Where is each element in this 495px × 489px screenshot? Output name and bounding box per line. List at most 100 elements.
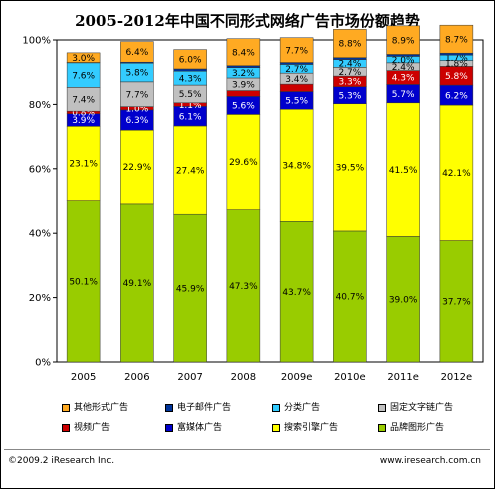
bar-segment — [439, 104, 474, 241]
bar-segment — [173, 68, 207, 72]
data-label: 5.5% — [285, 97, 308, 107]
data-label: 5.6% — [232, 102, 255, 112]
data-label: 43.7% — [282, 288, 311, 298]
x-tick-label: 2009e — [281, 372, 313, 383]
bar-segment — [120, 81, 154, 107]
data-label: 1.1% — [179, 101, 202, 111]
bar-segment — [66, 52, 101, 63]
legend-swatch — [378, 403, 386, 412]
legend-swatch — [165, 423, 173, 432]
data-label: 7.7% — [285, 46, 308, 56]
x-tick-label: 2011e — [387, 372, 419, 383]
legend-swatch — [378, 423, 386, 432]
data-label: 5.8% — [445, 72, 468, 82]
bar-segment — [439, 24, 474, 54]
data-label: 5.7% — [392, 90, 415, 100]
legend-item: 视频广告 — [62, 420, 110, 433]
data-label: 7.4% — [72, 95, 95, 105]
y-tick-label: 20% — [29, 293, 51, 304]
bar-segment — [226, 90, 261, 97]
bar-segment — [66, 200, 101, 363]
data-label: 8.4% — [232, 48, 255, 58]
bar-segment — [386, 54, 420, 57]
data-label: 34.8% — [282, 161, 311, 171]
legend-swatch — [272, 423, 280, 432]
y-tick-label: 40% — [29, 229, 51, 240]
bar-segment — [279, 37, 314, 63]
legend-label: 固定文字链广告 — [390, 403, 454, 413]
data-label: 8.9% — [392, 36, 415, 46]
data-label: 4.3% — [179, 74, 202, 84]
bar-segment — [386, 25, 420, 55]
legend-swatch — [165, 403, 173, 412]
data-label: 40.7% — [336, 293, 365, 303]
data-label: 3.3% — [338, 78, 361, 88]
stacked-bar-chart: 0%20%40%60%80%100%50.1%23.1%3.9%0.8%7.4%… — [22, 24, 484, 383]
legend-item: 富媒体广告 — [165, 420, 222, 433]
data-label: 42.1% — [442, 169, 471, 179]
bar-segment — [333, 29, 367, 58]
legend-swatch — [272, 403, 280, 412]
data-label: 2.4% — [338, 60, 361, 70]
data-label: 6.2% — [445, 91, 468, 101]
legend-label: 电子邮件广告 — [177, 403, 232, 413]
bar-segment — [226, 65, 261, 68]
copyright-text: ©2009.2 iResearch Inc. — [8, 456, 115, 466]
bar-segment — [439, 52, 474, 56]
data-label: 6.0% — [179, 56, 202, 66]
data-label: 3.9% — [232, 80, 255, 90]
legend-item: 其他形式广告 — [62, 400, 128, 413]
x-tick-label: 2005 — [71, 372, 96, 383]
data-label: 8.8% — [338, 40, 361, 50]
bar-segment — [333, 103, 367, 232]
data-label: 22.9% — [123, 163, 152, 173]
bar-segment — [439, 240, 474, 363]
data-label: 50.1% — [69, 278, 98, 288]
bar-segment — [226, 38, 261, 67]
data-label: 47.3% — [229, 282, 258, 292]
data-label: 8.7% — [445, 35, 468, 45]
x-tick-label: 2007 — [177, 372, 202, 383]
y-tick-label: 80% — [29, 100, 51, 111]
data-label: 1.7% — [445, 54, 468, 64]
legend-item: 搜索引擎广告 — [272, 420, 338, 433]
data-label: 29.6% — [229, 158, 258, 168]
data-label: 2.7% — [285, 65, 308, 75]
data-label: 6.4% — [125, 48, 148, 58]
x-tick-label: 2010e — [334, 372, 366, 383]
data-label: 6.1% — [179, 112, 202, 122]
footer-divider — [4, 449, 490, 450]
legend-swatch — [62, 423, 70, 432]
legend-label: 分类广告 — [284, 403, 321, 413]
data-label: 3.0% — [72, 54, 95, 64]
data-label: 0.8% — [72, 109, 95, 119]
data-label: 41.5% — [389, 166, 418, 176]
bar-segment — [279, 108, 314, 222]
bar-segment — [333, 230, 367, 363]
legend-item: 固定文字链广告 — [378, 400, 453, 413]
legend-item: 分类广告 — [272, 400, 320, 413]
y-tick-label: 60% — [29, 164, 51, 175]
bar-segment — [226, 209, 261, 363]
data-label: 7.6% — [72, 71, 95, 81]
bar-segment — [386, 102, 420, 237]
data-label: 6.3% — [125, 116, 148, 126]
data-label: 7.7% — [125, 90, 148, 100]
data-label: 2.4% — [392, 63, 415, 73]
data-label: 27.4% — [176, 166, 205, 176]
x-tick-label: 2008 — [231, 372, 256, 383]
data-label: 3.9% — [72, 116, 95, 126]
bar-segment — [333, 57, 367, 60]
data-label: 4.3% — [392, 74, 415, 84]
data-label: 5.3% — [338, 91, 361, 101]
data-label: 5.5% — [179, 90, 202, 100]
x-tick-label: 2006 — [124, 372, 149, 383]
legend-label: 品牌图形广告 — [390, 423, 445, 433]
y-tick-label: 100% — [22, 36, 51, 47]
legend-item: 品牌图形广告 — [378, 420, 444, 433]
y-tick-label: 0% — [35, 358, 51, 369]
data-label: 49.1% — [123, 279, 152, 289]
bar-segment — [120, 41, 154, 63]
legend-label: 其他形式广告 — [74, 403, 129, 413]
data-label: 1.0% — [125, 104, 148, 114]
